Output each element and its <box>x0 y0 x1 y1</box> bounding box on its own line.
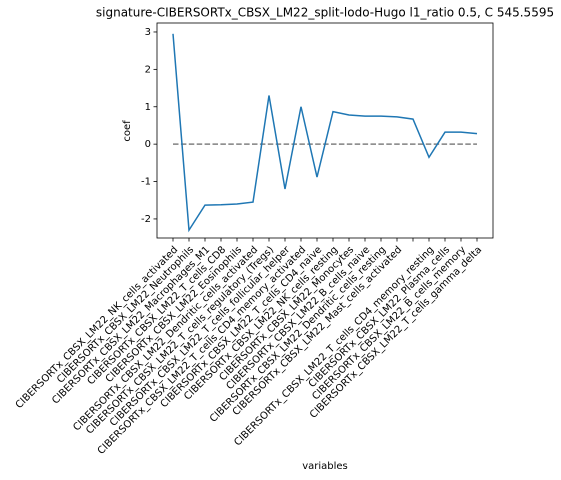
x-axis-label: variables <box>302 461 348 472</box>
y-tick-label: 0 <box>145 139 151 150</box>
y-tick-label: -1 <box>141 177 151 188</box>
y-tick-label: 1 <box>145 102 151 113</box>
data-line <box>172 33 478 233</box>
y-axis-label: coef <box>122 120 133 142</box>
y-tick-label: 2 <box>145 64 151 75</box>
y-tick-label: 3 <box>145 27 151 38</box>
plot-frame <box>156 22 494 239</box>
y-tick-label: -2 <box>141 214 151 225</box>
chart-title: signature-CIBERSORTx_CBSX_LM22_split-lod… <box>96 6 554 20</box>
